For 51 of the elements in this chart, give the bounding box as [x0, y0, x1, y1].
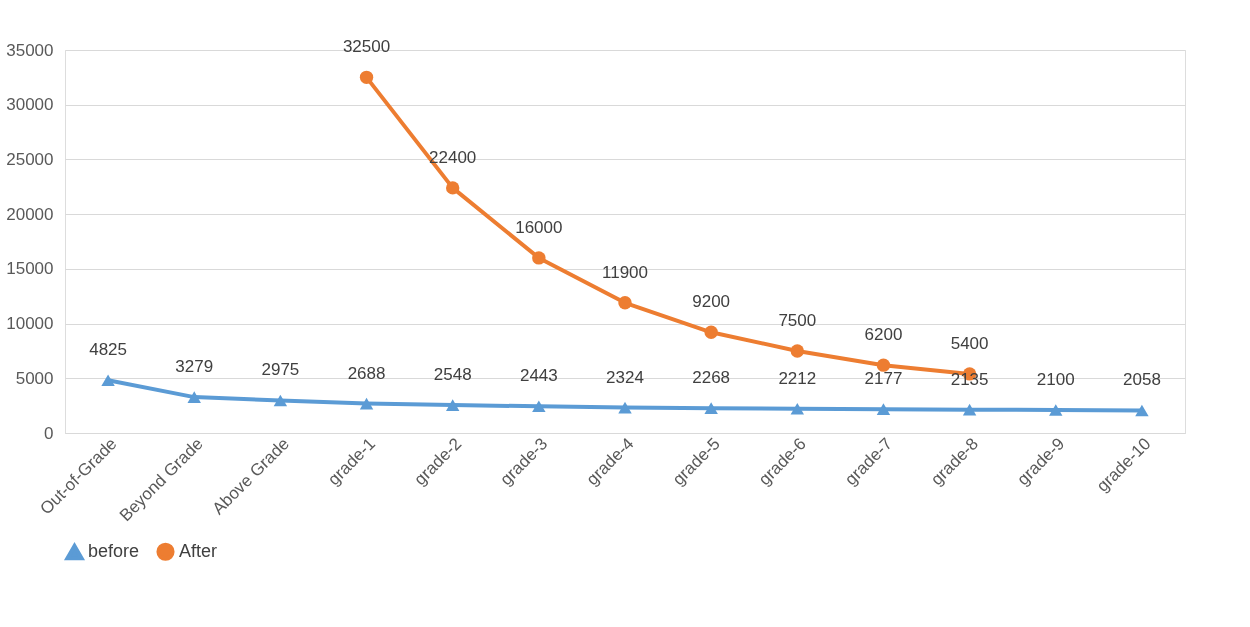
- y-tick-label: 35000: [6, 40, 54, 60]
- legend-label: After: [179, 540, 218, 561]
- data-label: 3279: [175, 357, 214, 377]
- data-label: 11900: [601, 262, 649, 282]
- data-label: 2100: [1036, 370, 1075, 390]
- y-tick-label: 20000: [6, 204, 54, 224]
- data-label: 6200: [864, 325, 903, 345]
- data-label: 2058: [1123, 370, 1161, 390]
- point: [273, 394, 288, 407]
- point: [101, 374, 115, 387]
- y-tick-label: 10000: [6, 314, 54, 334]
- data-label: 7500: [778, 310, 817, 330]
- point: [532, 400, 546, 413]
- point: [790, 344, 805, 358]
- point: [445, 399, 460, 411]
- data-label: 22400: [429, 147, 477, 167]
- point: [876, 403, 891, 415]
- y-tick-label: 30000: [6, 95, 54, 115]
- point: [618, 401, 632, 414]
- data-label: 5400: [950, 333, 989, 353]
- data-label: 2688: [347, 363, 386, 383]
- y-tick-label: 15000: [6, 259, 54, 279]
- point: [790, 402, 805, 415]
- data-label: 16000: [515, 217, 563, 237]
- data-label: 2268: [692, 368, 731, 388]
- data-label: 2324: [606, 367, 644, 387]
- point: [704, 402, 718, 414]
- data-label: 2177: [864, 369, 903, 389]
- data-label: 9200: [692, 292, 731, 312]
- point: [1135, 404, 1149, 417]
- point: [618, 296, 632, 310]
- y-tick-label: 0: [44, 423, 54, 443]
- point: [962, 403, 977, 416]
- data-label: 2443: [519, 366, 558, 386]
- point: [359, 397, 374, 410]
- point: [532, 251, 546, 265]
- data-label: 32500: [342, 37, 391, 57]
- y-tick-label: 25000: [6, 149, 54, 169]
- point: [876, 358, 891, 372]
- point: [704, 325, 718, 340]
- point: [1049, 404, 1063, 416]
- point: [445, 181, 460, 195]
- point: [187, 391, 201, 403]
- data-label: 4825: [89, 340, 127, 360]
- data-label: 2975: [261, 360, 300, 380]
- legend-label: before: [88, 541, 140, 562]
- data-label: 2212: [778, 368, 817, 388]
- data-label: 2135: [950, 369, 989, 389]
- point: [359, 70, 374, 85]
- y-tick-label: 5000: [15, 368, 54, 388]
- data-label: 2548: [433, 365, 472, 385]
